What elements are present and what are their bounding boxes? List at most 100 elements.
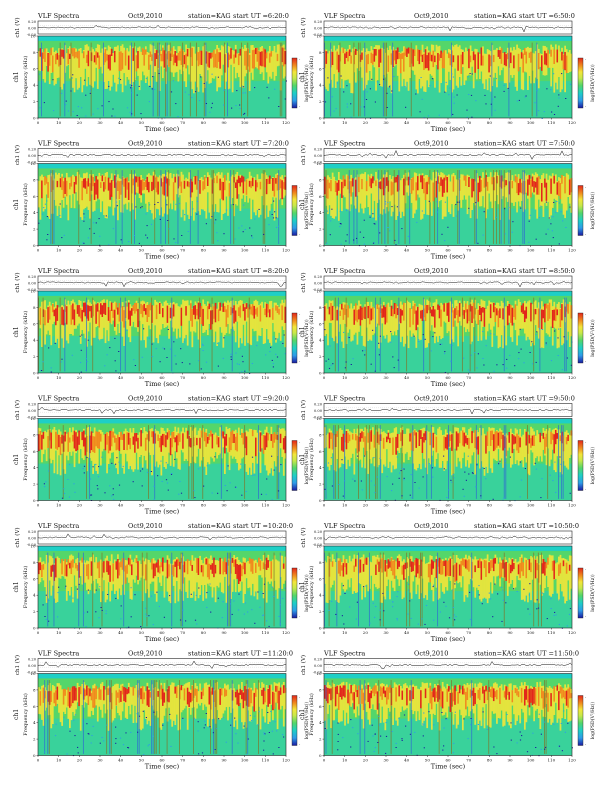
panel-start-time: start UT =11:20:0	[233, 650, 293, 658]
spectrogram-cell	[371, 178, 373, 188]
spectrogram-speckle	[206, 713, 207, 714]
spectrogram-speckle	[278, 616, 279, 617]
spectrogram-speckle	[374, 218, 375, 219]
spectrogram-speckle	[83, 221, 84, 222]
spectrogram-cell	[46, 309, 48, 335]
spectrogram-cell	[261, 690, 263, 696]
spectrogram-sferic-line	[340, 43, 341, 117]
spectrogram-cell	[426, 55, 428, 68]
spectrogram-cell	[190, 438, 192, 447]
spectrogram-cell	[550, 179, 552, 194]
spectrogram-sferic-line	[451, 43, 452, 117]
spectrogram-speckle	[275, 721, 276, 722]
spectrogram-cell	[477, 183, 479, 202]
spectrogram-cell	[560, 52, 562, 93]
spectrogram-speckle	[275, 338, 276, 339]
spectrogram-cell	[440, 310, 442, 327]
spectrogram-speckle	[46, 619, 47, 620]
spectrogram-cell	[243, 692, 245, 708]
spectrogram-cell	[72, 435, 74, 442]
spectrogram-cell	[443, 436, 445, 450]
spectrogram-cell	[380, 49, 382, 63]
spectrogram-speckle	[271, 456, 272, 457]
spectrogram-cell	[409, 308, 411, 327]
spectrogram-ylabel: Frequency (kHz)	[22, 693, 29, 736]
panel-title: VLF Spectra	[323, 395, 365, 403]
spectrogram-xtick-label: 10	[342, 248, 348, 253]
spectrogram-cell	[422, 310, 424, 321]
spectrogram-ytick-label: 10	[316, 161, 322, 166]
spectrogram-speckle	[63, 488, 64, 489]
spectrogram-cell	[363, 48, 365, 90]
colorbar	[292, 313, 297, 363]
spectrogram-cell	[389, 175, 391, 201]
colorbar-tick-label: -	[585, 615, 587, 619]
spectrogram-speckle	[343, 91, 344, 92]
spectrogram-cell	[431, 310, 433, 317]
spectrogram-sferic-line	[380, 298, 381, 372]
spectrogram-speckle	[171, 473, 172, 474]
spectrogram-xtick-label: 90	[221, 120, 227, 125]
spectrogram-cell	[188, 48, 190, 74]
spectrogram-cell	[167, 432, 169, 439]
spectrogram-speckle	[140, 113, 141, 114]
spectrogram-sferic-line	[437, 553, 438, 627]
spectrogram-cell	[63, 689, 65, 705]
spectrogram-sferic-line	[360, 43, 361, 117]
spectrogram-cell	[485, 436, 487, 454]
waveform-tick-label: 0.20	[314, 20, 323, 24]
spectrogram-speckle	[108, 101, 109, 102]
spectrogram-cell	[538, 434, 540, 461]
spectrogram-speckle	[330, 234, 331, 235]
spectrogram-speckle	[69, 464, 70, 465]
spectrogram-cell	[94, 55, 96, 62]
spectrogram-speckle	[85, 116, 86, 117]
spectrogram-speckle	[452, 114, 453, 115]
spectrogram-xtick-label: 120	[282, 758, 290, 763]
spectrogram-speckle	[237, 743, 238, 744]
colorbar	[292, 696, 297, 746]
spectrogram-cell	[235, 559, 237, 574]
spectrogram-cell	[468, 438, 470, 449]
spectrogram-cell	[134, 433, 136, 453]
spectrogram-sferic-line	[205, 43, 206, 117]
spectrogram-cell	[55, 690, 57, 706]
spectrogram-speckle	[335, 614, 336, 615]
spectrogram-cell	[123, 48, 125, 73]
spectrogram-cell	[126, 565, 128, 574]
spectrogram-cell	[369, 51, 371, 71]
spectrogram-cell	[66, 306, 68, 324]
spectrogram-speckle	[259, 209, 260, 210]
spectrogram-xtick-label: 120	[282, 375, 290, 380]
spectrogram-cell	[235, 182, 237, 188]
spectrogram-speckle	[559, 600, 560, 601]
spectrogram-cell	[50, 691, 52, 702]
spectrogram-cell	[397, 48, 399, 60]
spectrogram-sferic-line	[274, 553, 275, 627]
spectrogram-speckle	[274, 470, 275, 471]
spectrogram-cell	[171, 178, 173, 209]
spectrogram-speckle	[101, 457, 102, 458]
spectrogram-xtick-label: 120	[568, 375, 576, 380]
spectrogram-speckle	[523, 362, 524, 363]
spectrogram-cell	[521, 558, 523, 572]
spectrogram-xtick-label: 40	[118, 630, 124, 635]
spectrogram-speckle	[248, 739, 249, 740]
spectrogram-speckle	[235, 353, 236, 354]
spectrogram-speckle	[570, 608, 571, 609]
panel-title: VLF Spectra	[323, 140, 365, 148]
spectrogram-cell	[184, 55, 186, 64]
spectrogram-speckle	[171, 474, 172, 475]
spectrogram-cell	[184, 688, 186, 700]
spectrogram-speckle	[445, 606, 446, 607]
spectrogram-speckle	[64, 493, 65, 494]
spectrogram-cell	[148, 55, 150, 70]
spectrogram-cell	[264, 691, 266, 702]
spectrogram-cell	[156, 563, 158, 568]
panel-station: station=KAG	[474, 12, 517, 20]
spectrogram-cell	[162, 48, 164, 62]
spectrogram-cell	[267, 304, 269, 312]
spectrogram-cell	[75, 52, 77, 57]
spectrogram-speckle	[564, 336, 565, 337]
spectrogram-sferic-line	[43, 298, 44, 372]
